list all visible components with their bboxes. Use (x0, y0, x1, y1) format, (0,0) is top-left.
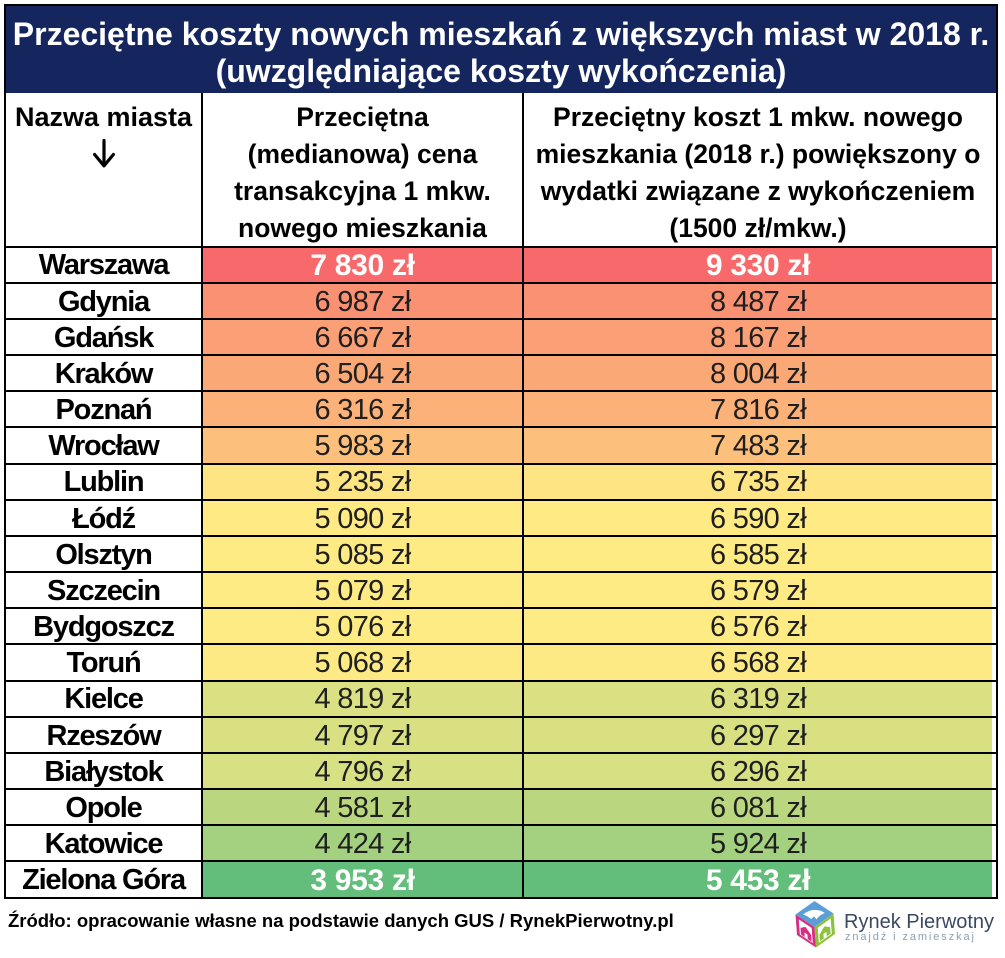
svg-text:Rynek Pierwotny: Rynek Pierwotny (844, 911, 994, 933)
svg-text:znajdź i zamieszkaj: znajdź i zamieszkaj (845, 931, 976, 943)
